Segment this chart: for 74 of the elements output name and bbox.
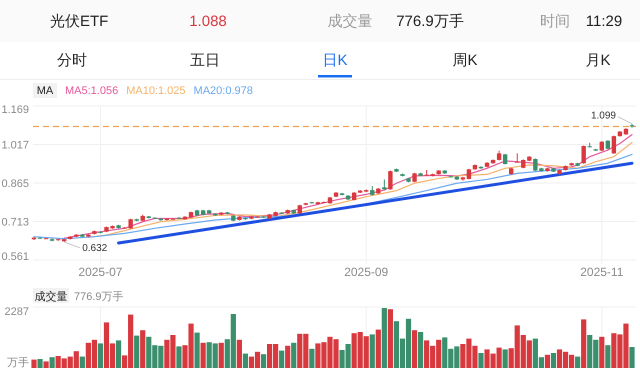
annotation: 0.632: [82, 243, 108, 254]
bar: [376, 330, 381, 368]
candlestick: [496, 150, 502, 161]
candlestick: [600, 140, 604, 152]
bar: [279, 350, 284, 368]
x-tick-label: 2025-07: [78, 265, 123, 279]
bar: [200, 342, 206, 368]
bar: [116, 340, 122, 368]
chart-subtitle: 776.9万手: [74, 290, 124, 303]
candlestick: [502, 153, 508, 166]
bar: [291, 342, 296, 368]
text: 周K: [452, 52, 478, 69]
candlestick: [298, 204, 302, 214]
bar: [605, 345, 610, 368]
x-tick-label: 2025-11: [580, 265, 624, 279]
candlestick: [612, 135, 616, 154]
text: MA10:1.025: [126, 85, 186, 97]
legend-title: MA: [36, 85, 54, 97]
text: MA20:0.978: [194, 85, 253, 97]
text: 万手: [7, 356, 29, 369]
text: MA5:1.056: [65, 85, 118, 97]
text: 成交量: [328, 13, 372, 30]
bar: [575, 356, 580, 368]
candlestick: [370, 186, 374, 196]
bar: [309, 348, 314, 368]
text: 日K: [322, 52, 348, 69]
bar: [285, 346, 290, 368]
text: 五日: [190, 52, 220, 69]
bar: [98, 343, 104, 368]
candlestick: [382, 178, 387, 190]
text: 时间: [540, 13, 570, 30]
y-tick-label: 0.865: [1, 178, 29, 190]
candlestick: [581, 145, 586, 164]
bar: [80, 356, 85, 368]
candlestick: [606, 140, 610, 150]
bar: [260, 354, 266, 368]
bar: [412, 330, 418, 368]
bar: [599, 336, 604, 368]
bar: [502, 349, 508, 368]
bar: [140, 330, 146, 368]
chart-title: 光伏ETF: [50, 13, 108, 30]
bar: [550, 353, 556, 368]
bar: [581, 319, 586, 368]
text: 月K: [585, 52, 611, 69]
bar: [31, 360, 37, 368]
bar: [242, 354, 248, 368]
bar: [388, 309, 393, 368]
y-tick-label: 0.561: [1, 251, 29, 263]
candlestick: [388, 170, 393, 190]
bar: [382, 308, 387, 368]
bar: [37, 359, 43, 368]
annotation: 1.099: [590, 110, 616, 122]
text: 1.088: [189, 13, 227, 30]
text: 2287: [4, 306, 29, 318]
bar: [176, 346, 182, 368]
x-tick-label: 2025-09: [344, 265, 389, 279]
bar: [370, 334, 375, 368]
bar: [218, 342, 224, 368]
bar: [236, 340, 242, 368]
bar: [418, 332, 424, 368]
chart-title: 成交量: [34, 290, 68, 303]
text: 11:29: [586, 13, 622, 30]
text: 分时: [57, 52, 87, 69]
y-tick-label: 1.169: [1, 104, 29, 116]
text: 776.9万手: [396, 13, 464, 30]
bar: [134, 336, 140, 368]
bar: [544, 354, 550, 368]
y-tick-label: 1.017: [1, 140, 29, 152]
bar: [194, 332, 200, 368]
bar: [478, 353, 484, 368]
y-tick-label: 0.713: [1, 216, 29, 228]
bar: [43, 361, 49, 368]
bar: [50, 357, 55, 368]
bar: [629, 347, 635, 368]
